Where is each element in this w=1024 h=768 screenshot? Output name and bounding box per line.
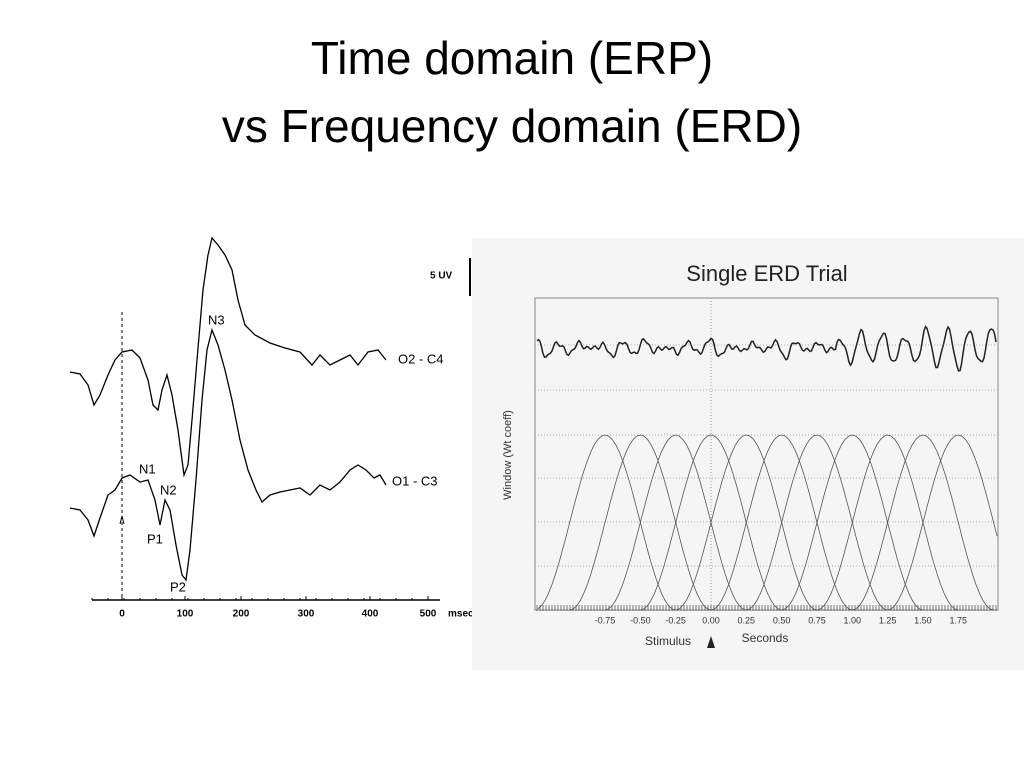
trace-label: O1 - C3 (392, 473, 438, 488)
peak-label: N3 (208, 312, 225, 327)
x-tick-label: -0.75 (595, 615, 616, 625)
peak-label: P1 (147, 531, 163, 546)
x-label: Seconds (742, 631, 789, 645)
trace-label: O2 - C4 (398, 351, 444, 366)
window-curve (781, 434, 924, 611)
x-tick-label: 1.00 (844, 615, 862, 625)
window-curve (816, 434, 959, 611)
title-line: vs Frequency domain (ERD) (222, 100, 802, 152)
window-curve (852, 434, 994, 611)
title-line: Time domain (ERP) (311, 32, 713, 84)
window-curve (887, 434, 998, 611)
x-tick-label: 0.00 (702, 615, 720, 625)
x-tick-label: 0.50 (773, 615, 791, 625)
scale-label: 5 UV (430, 271, 453, 282)
erd-figure: Single ERD Trial Window (Wt coeff) Stimu… (472, 238, 1024, 670)
stimulus-arrow (707, 636, 715, 648)
plot-frame (534, 297, 999, 611)
x-tick-label: 200 (233, 609, 250, 620)
stimulus-label: Stimulus (645, 634, 691, 648)
x-tick-label: 500 (420, 609, 437, 620)
x-tick-label: 0.75 (808, 615, 826, 625)
x-tick-label: 1.25 (879, 615, 897, 625)
stimulus-arrow (119, 515, 125, 525)
x-tick-label: -0.50 (630, 615, 651, 625)
window-curve (746, 434, 888, 611)
peak-label: N1 (139, 461, 156, 476)
window-curve (604, 434, 747, 611)
x-tick-label: 1.50 (914, 615, 932, 625)
peak-label: N2 (160, 482, 177, 497)
y-label: Window (Wt coeff) (502, 410, 514, 500)
peak-label: P2 (170, 579, 186, 594)
window-curve (537, 434, 676, 611)
erd-title: Single ERD Trial (686, 261, 847, 286)
window-curve (710, 434, 853, 611)
x-tick-label: -0.25 (665, 615, 686, 625)
x-unit: msec (448, 609, 474, 620)
x-tick-label: 300 (298, 609, 315, 620)
window-curve (569, 434, 712, 611)
x-tick-label: 1.75 (950, 615, 968, 625)
figure-background (472, 238, 1024, 670)
erp-figure: 5 UV O2 - C4 O1 - C3 N3 N1 N2 P1 P2 msec… (69, 236, 474, 620)
x-tick-label: 0.25 (738, 615, 756, 625)
trace (69, 236, 387, 478)
window-curve (640, 434, 782, 611)
x-tick-label: 0 (119, 609, 125, 620)
window-curve (675, 434, 818, 611)
x-tick-label: 100 (177, 609, 194, 620)
x-tick-label: 400 (362, 609, 379, 620)
eeg-trace (536, 325, 997, 372)
trace (69, 327, 387, 582)
